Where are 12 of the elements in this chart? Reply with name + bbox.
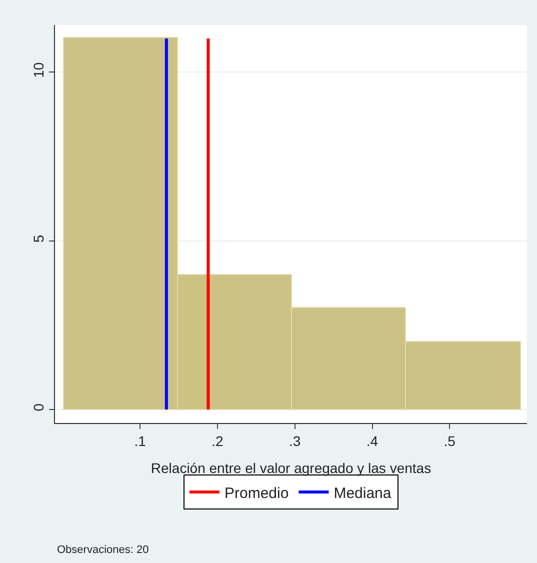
legend-label: Mediana [334, 484, 392, 502]
x-tick-label: .3 [289, 432, 301, 449]
x-tick-label: .4 [366, 432, 378, 449]
text: Observaciones: 20 [57, 544, 149, 556]
y-tick-label: 0 [30, 403, 46, 412]
x-tick-label: .2 [212, 432, 224, 449]
y-tick-label: 10 [30, 62, 46, 78]
legend-label: Promedio [224, 484, 289, 502]
x-tick-label: .1 [134, 432, 146, 449]
x-tick-label: .5 [444, 432, 456, 449]
y-tick-label: 5 [30, 234, 46, 243]
x-axis-title: Relación entre el valor agregado y las ventas [150, 460, 432, 476]
